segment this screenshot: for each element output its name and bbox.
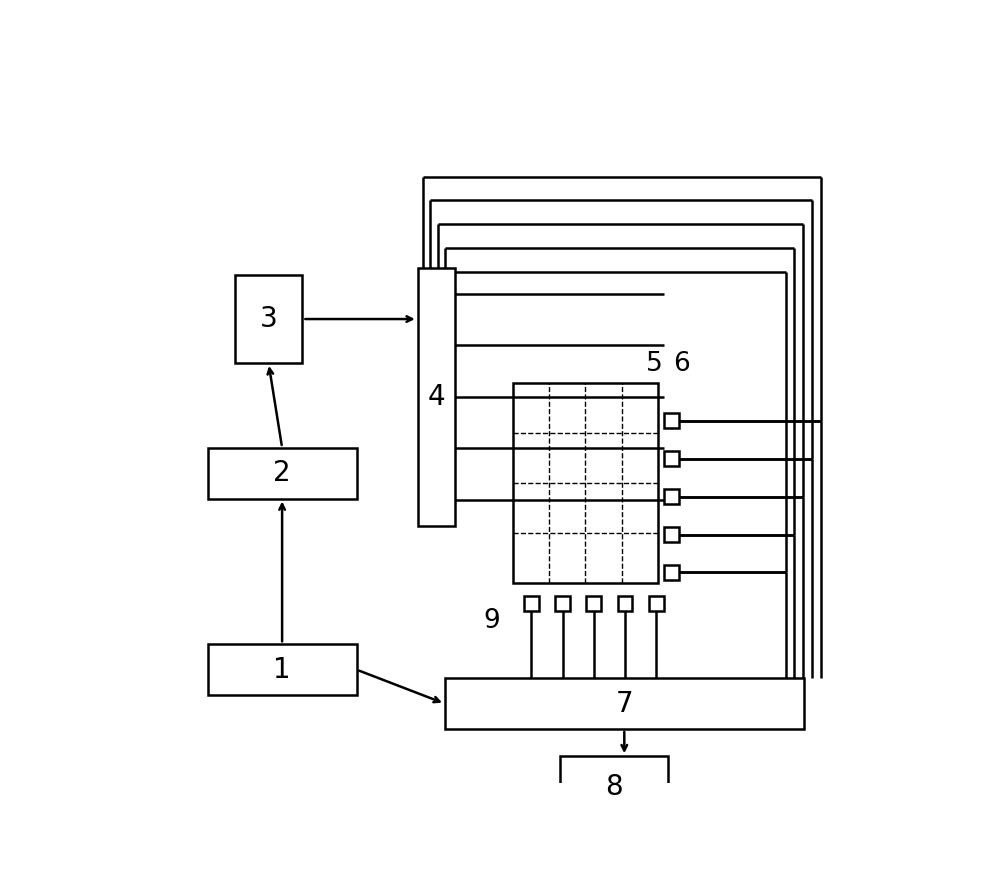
Bar [649,596,664,611]
Bar [445,678,804,729]
Bar [664,527,679,542]
Text: 9: 9 [484,608,501,634]
Text: 6: 6 [674,350,690,377]
Text: 8: 8 [605,773,623,801]
Bar [560,756,668,817]
Bar [524,596,539,611]
Bar [586,596,601,611]
Bar [208,644,357,695]
Bar [664,414,679,429]
Bar [418,268,455,525]
Bar [555,596,570,611]
Bar [664,451,679,466]
Text: 3: 3 [260,305,277,333]
Bar [208,448,357,499]
Text: 2: 2 [273,459,291,488]
Text: 4: 4 [427,383,445,411]
Bar [664,489,679,504]
Text: 1: 1 [273,656,291,684]
Bar [235,275,302,363]
Text: 5: 5 [646,350,663,377]
Bar [618,596,632,611]
Text: 7: 7 [615,690,633,717]
Bar [664,565,679,580]
Bar [512,384,658,583]
